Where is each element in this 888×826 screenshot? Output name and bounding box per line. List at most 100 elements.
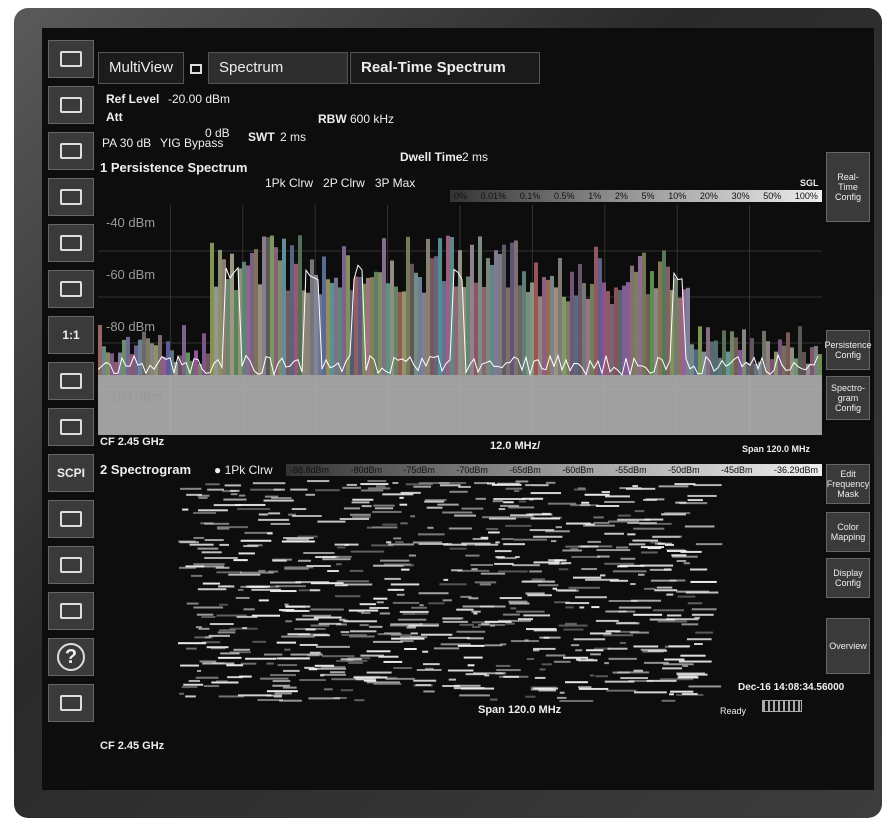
- persistence-column: [494, 250, 498, 375]
- softkey[interactable]: Color Mapping: [826, 512, 870, 552]
- spectrogram-dash: [691, 608, 717, 611]
- tab[interactable]: Real-Time Spectrum: [350, 52, 540, 84]
- spectrogram-dash: [202, 641, 221, 644]
- softkey[interactable]: Display Config: [826, 558, 870, 598]
- spectrogram-dash: [200, 522, 214, 525]
- spectrogram-dash: [334, 543, 359, 546]
- progress-indicator: [762, 700, 802, 712]
- spectrogram-dash: [308, 697, 341, 700]
- value: 2 ms: [280, 130, 307, 144]
- spectrogram-dash: [284, 603, 289, 606]
- spectrogram-dash: [367, 487, 391, 490]
- spectrogram-dash: [462, 543, 474, 546]
- spectrogram-dash: [251, 614, 281, 617]
- button-icon: [60, 143, 82, 159]
- spectrogram-dash: [630, 583, 636, 586]
- persistence-column: [326, 279, 330, 375]
- spectrogram-dash: [185, 647, 197, 650]
- persistence-column: [314, 274, 318, 375]
- spectrogram-dash: [360, 489, 384, 492]
- spectrogram-dash: [355, 678, 376, 681]
- toolbar-button[interactable]: [48, 592, 94, 630]
- toolbar-button[interactable]: [48, 224, 94, 262]
- softkey[interactable]: Spectro-gram Config: [826, 376, 870, 420]
- toolbar-button[interactable]: [48, 408, 94, 446]
- toolbar-button[interactable]: [48, 270, 94, 308]
- spectrogram-dash: [270, 674, 296, 677]
- spectrogram-dash: [437, 503, 459, 506]
- spectrogram-dash: [458, 485, 471, 488]
- spectrogram-dash: [361, 611, 371, 614]
- toolbar-button[interactable]: [48, 86, 94, 124]
- button-icon: [60, 603, 82, 619]
- spectrogram-dash: [688, 685, 722, 688]
- spectrogram-dash: [642, 650, 664, 653]
- spectrogram-dash: [572, 576, 602, 579]
- spectrogram-dash: [194, 636, 213, 639]
- persistence-column: [662, 250, 666, 375]
- spectrogram-dash: [605, 610, 627, 613]
- softkey[interactable]: Real-Time Config: [826, 152, 870, 222]
- spectrogram-dash: [413, 679, 437, 682]
- persistence-column: [642, 252, 646, 375]
- tab[interactable]: Spectrum: [208, 52, 348, 84]
- persistence-column: [582, 283, 586, 375]
- spectrogram-dash: [393, 537, 402, 540]
- toolbar-button[interactable]: ?: [48, 638, 94, 676]
- spectrogram-dash: [614, 630, 640, 633]
- softkey[interactable]: Edit Frequency Mask: [826, 464, 870, 504]
- spectrogram-dash: [481, 623, 490, 626]
- spectrogram-dash: [179, 692, 185, 695]
- spectrogram-dash: [480, 536, 489, 539]
- spectrogram-dash: [666, 593, 674, 596]
- toolbar-button[interactable]: 1:1: [48, 316, 94, 354]
- spectrogram-dash: [625, 487, 656, 490]
- spectrogram-dash: [357, 610, 365, 613]
- persistence-column: [638, 256, 642, 375]
- spectrogram-dash: [227, 676, 243, 679]
- spectrogram-dash: [349, 630, 377, 633]
- spectrogram-dash: [405, 483, 433, 486]
- toolbar-button[interactable]: SCPI: [48, 454, 94, 492]
- persistence-column: [810, 347, 814, 375]
- spectrogram-dash: [335, 563, 342, 566]
- toolbar-button[interactable]: [48, 178, 94, 216]
- spectrogram-dash: [269, 581, 302, 584]
- persistence-column: [122, 339, 126, 375]
- toolbar-button[interactable]: [48, 684, 94, 722]
- spectrogram-dash: [482, 516, 510, 519]
- spectrogram-dash: [530, 517, 561, 520]
- spectrogram-dash: [337, 546, 346, 549]
- persistence-column: [666, 266, 670, 375]
- spectrogram-dash: [533, 535, 563, 538]
- spectrogram-dash: [207, 488, 225, 491]
- spectrogram-dash: [687, 499, 703, 502]
- spectrogram-dash: [393, 667, 412, 670]
- persistence-graph: -40 dBm -60 dBm -80 dBm -100 dBm: [98, 205, 822, 435]
- spectrogram-dash: [604, 532, 624, 535]
- persistence-column: [770, 359, 774, 375]
- toolbar-button[interactable]: [48, 546, 94, 584]
- softkey[interactable]: Persistence Config: [824, 330, 872, 370]
- toolbar-button[interactable]: [48, 132, 94, 170]
- toolbar-button[interactable]: [48, 40, 94, 78]
- spectrogram-dash: [424, 500, 445, 503]
- spectrogram-dash: [475, 497, 486, 500]
- persistence-column: [226, 279, 230, 375]
- persistence-column: [618, 289, 622, 375]
- spectrogram-dash: [351, 501, 370, 504]
- toolbar-button[interactable]: [48, 362, 94, 400]
- toolbar-button[interactable]: [48, 500, 94, 538]
- spectrogram-dash: [448, 636, 470, 639]
- spectrogram-dash: [638, 573, 645, 576]
- spectrogram-dash: [240, 662, 257, 665]
- spectrogram-dash: [590, 653, 601, 656]
- spectrogram-dash: [676, 590, 710, 593]
- softkey[interactable]: Overview: [826, 618, 870, 674]
- tab[interactable]: MultiView: [98, 52, 184, 84]
- persistence-column: [470, 244, 474, 375]
- spectrogram-dash: [216, 571, 242, 574]
- persistence-column: [354, 276, 358, 375]
- spectrogram-dash: [340, 631, 350, 634]
- spectrogram-dash: [219, 543, 229, 546]
